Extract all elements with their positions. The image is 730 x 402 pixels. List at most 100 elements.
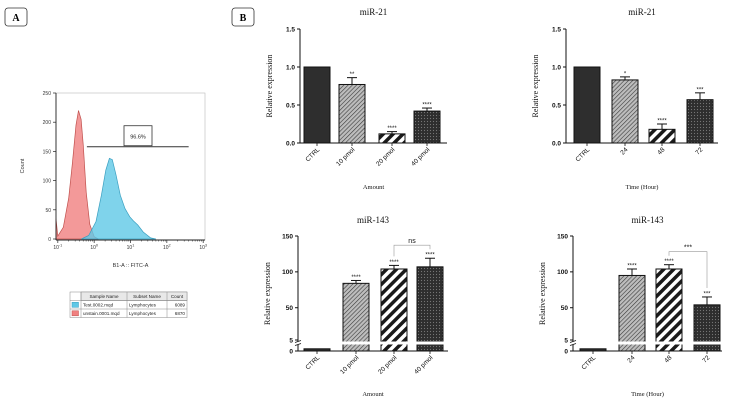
significance-label: **** <box>657 119 667 125</box>
x-tick-label: 40 pmol <box>410 146 432 168</box>
y-tick-label: 150 <box>282 233 293 240</box>
y-tick-label: 1.0 <box>286 64 295 71</box>
y-tick-label: 0.5 <box>552 102 561 109</box>
y-tick-label: 1.5 <box>286 26 295 33</box>
y-tick-label: 200 <box>43 120 52 126</box>
y-tick-label: 150 <box>43 149 52 155</box>
x-tick-label: 40 pmol <box>413 354 435 376</box>
bar-48 <box>655 268 683 352</box>
y-axis-label: Relative expression <box>263 262 272 325</box>
x-tick-label: 72 <box>694 146 704 156</box>
comparison-label: *** <box>684 245 692 252</box>
y-axis-label: Relative expression <box>265 55 274 118</box>
significance-label: * <box>624 71 627 77</box>
bar-20-pmol <box>380 268 408 352</box>
legend-subset-name: Lymphocytes <box>129 303 157 308</box>
comparison-label: ns <box>408 238 416 245</box>
x-tick-label: 72 <box>701 354 711 364</box>
y-tick-label: 50 <box>286 305 294 312</box>
legend-sample-name: Test.0002.mqd <box>83 303 114 308</box>
significance-label: *** <box>696 87 704 93</box>
panel-label-a: A <box>4 7 28 27</box>
histogram-legend-table: Sample Name Subset Name Count Test.0002.mqd… <box>69 291 188 318</box>
x-tick-exponent: -1 <box>59 244 62 248</box>
axis-break-mark <box>569 340 577 343</box>
y-axis-label: Relative expression <box>531 55 540 118</box>
legend-swatch-red <box>71 310 79 317</box>
y-tick-label: 0 <box>289 348 293 355</box>
x-tick-exponent: 1 <box>132 244 134 248</box>
x-tick-label: 103 <box>199 244 207 252</box>
bar-40-pmol <box>413 110 441 144</box>
gate-percentage: 96.6% <box>130 135 146 141</box>
bar-10-pmol <box>338 83 366 144</box>
significance-label: **** <box>389 260 399 266</box>
x-tick-label: 102 <box>163 244 171 252</box>
significance-label: *** <box>703 291 711 297</box>
significance-label: **** <box>351 275 361 281</box>
y-tick-label: 5 <box>564 337 568 344</box>
x-tick-exponent: 2 <box>169 244 171 248</box>
panel-label-b-text: B <box>240 13 247 24</box>
panel-label-b: B <box>231 7 255 27</box>
bar-chart-mir-143-amount: miR-143 Relative expression Amount CTRL ****… <box>263 215 448 398</box>
axis-break-gap <box>570 341 722 345</box>
x-tick-exponent: 0 <box>96 244 98 248</box>
x-tick-label: 10 pmol <box>339 354 361 376</box>
x-tick-label: 20 pmol <box>375 146 397 168</box>
legend-sample-name: unstain.0001.mqd <box>83 311 120 316</box>
bar-20-pmol <box>378 133 406 144</box>
x-axis-label: Amount <box>362 391 384 398</box>
y-tick-label: 100 <box>557 269 568 276</box>
x-tick-label: 20 pmol <box>377 354 399 376</box>
legend-header: Count <box>171 294 184 299</box>
significance-label: **** <box>387 126 397 132</box>
x-tick-label: CTRL <box>580 354 597 371</box>
chart-title: miR-21 <box>360 7 388 17</box>
x-tick-exponent: 3 <box>205 244 207 248</box>
significance-label: **** <box>664 259 674 265</box>
x-tick-label: 48 <box>656 146 666 156</box>
bar-chart-mir-21-amount: miR-21 Relative expression Amount CTRL ** 10 … <box>265 7 447 191</box>
legend-header: Subset Name <box>133 294 161 299</box>
y-tick-label: 100 <box>282 269 293 276</box>
y-axis-label: Relative expression <box>538 262 547 325</box>
bar-chart-mir-143-time: miR-143 Relative expression Time (Hour) CTR… <box>538 215 722 398</box>
x-tick-label: 10 pmol <box>335 146 357 168</box>
y-tick-label: 1.0 <box>552 64 561 71</box>
x-tick-label: 10-1 <box>53 244 62 252</box>
x-tick-label: 24 <box>626 354 636 364</box>
bar-40-pmol <box>416 266 444 352</box>
histogram-blue-series <box>81 157 156 240</box>
legend-count: 6870 <box>175 311 186 316</box>
x-tick-label: CTRL <box>574 146 591 163</box>
bar-48 <box>648 128 676 144</box>
bar-ctrl <box>573 66 601 144</box>
comparison-bracket <box>668 251 708 288</box>
y-tick-label: 150 <box>557 233 568 240</box>
significance-label: **** <box>425 253 435 259</box>
chart-title: miR-143 <box>357 215 390 225</box>
axis-break-gap <box>295 341 448 345</box>
bar-24 <box>618 274 646 352</box>
axis-break-mark <box>569 343 577 346</box>
axis-break-mark <box>294 343 302 346</box>
gate-label-box <box>123 125 153 147</box>
y-tick-label: 0 <box>564 348 568 355</box>
legend-swatch-blue <box>71 302 79 308</box>
y-tick-label: 0 <box>48 237 51 243</box>
significance-label: **** <box>627 263 637 269</box>
axis-break-mark <box>294 340 302 343</box>
y-tick-label: 0.0 <box>286 140 295 147</box>
bar-24 <box>611 79 639 144</box>
bar-ctrl <box>303 66 331 144</box>
significance-label: ** <box>350 72 355 78</box>
legend-subset-name: Lymphocytes <box>129 311 157 316</box>
y-tick-label: 50 <box>561 305 569 312</box>
y-tick-label: 0.5 <box>286 102 295 109</box>
x-tick-label: 101 <box>127 244 135 252</box>
x-tick-label: 48 <box>663 354 673 364</box>
panel-label-a-text: A <box>12 13 20 24</box>
